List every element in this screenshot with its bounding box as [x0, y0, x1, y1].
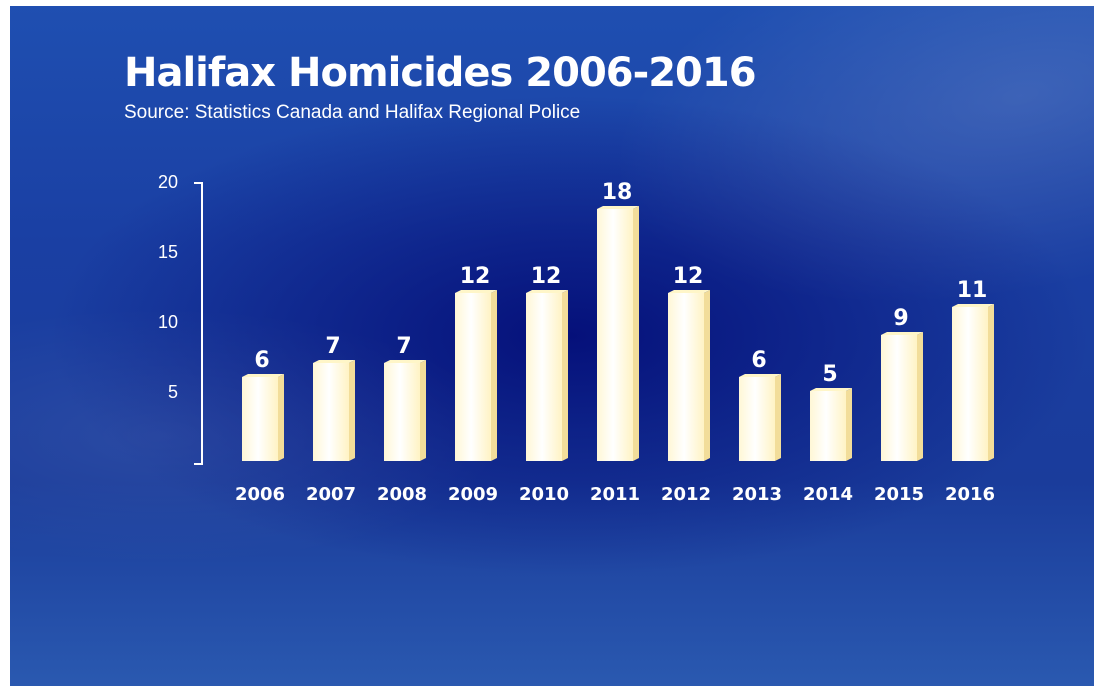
x-tick-label-2008: 2008 — [377, 484, 427, 505]
bar-side — [278, 374, 284, 461]
bar-side — [846, 388, 852, 461]
y-tick-label: 10 — [158, 312, 178, 332]
bar-2015 — [881, 332, 923, 461]
bar-top — [384, 360, 426, 363]
bar-2011 — [597, 206, 639, 461]
bar-front — [739, 377, 775, 461]
data-label-2014: 5 — [822, 362, 837, 387]
x-tick-label-2010: 2010 — [519, 484, 569, 505]
bar-front — [526, 293, 562, 461]
data-label-2006: 6 — [254, 348, 269, 373]
data-label-2008: 7 — [396, 334, 411, 359]
data-labels: 6 7 7 12 12 18 12 6 5 9 11 — [254, 180, 987, 387]
bar-front — [881, 335, 917, 461]
x-tick-label-2013: 2013 — [732, 484, 782, 505]
bar-top — [810, 388, 852, 391]
bar-top — [952, 304, 994, 307]
bar-top — [597, 206, 639, 209]
x-tick-label-2009: 2009 — [448, 484, 498, 505]
x-tick-label-2006: 2006 — [235, 484, 285, 505]
bar-2016 — [952, 304, 994, 461]
bar-front — [384, 363, 420, 461]
bar-2007 — [313, 360, 355, 461]
data-label-2009: 12 — [460, 264, 491, 289]
bar-top — [526, 290, 568, 293]
bar-side — [917, 332, 923, 461]
data-label-2011: 18 — [602, 180, 633, 205]
bar-2008 — [384, 360, 426, 461]
bar-2013 — [739, 374, 781, 461]
x-tick-label-2011: 2011 — [590, 484, 640, 505]
bar-2010 — [526, 290, 568, 461]
chart-subtitle: Source: Statistics Canada and Halifax Re… — [124, 102, 581, 123]
bar-front — [810, 391, 846, 461]
bar-2014 — [810, 388, 852, 461]
bar-side — [349, 360, 355, 461]
bar-front — [668, 293, 704, 461]
y-tick-label: 15 — [158, 242, 178, 262]
data-label-2010: 12 — [531, 264, 562, 289]
y-tick-labels: 5 10 15 20 — [158, 172, 178, 402]
data-label-2015: 9 — [893, 306, 908, 331]
bar-side — [562, 290, 568, 461]
bar-top — [455, 290, 497, 293]
bar-top — [313, 360, 355, 363]
bar-top — [881, 332, 923, 335]
x-tick-label-2014: 2014 — [803, 484, 853, 505]
bar-2009 — [455, 290, 497, 461]
bar-front — [952, 307, 988, 461]
bar-side — [491, 290, 497, 461]
y-tick-label: 20 — [158, 172, 178, 192]
y-tick-label: 5 — [168, 382, 178, 402]
data-label-2016: 11 — [957, 278, 988, 303]
x-tick-labels: 2006 2007 2008 2009 2010 2011 2012 2013 2014 2015… — [235, 484, 995, 505]
bar-front — [455, 293, 491, 461]
chart-title: Halifax Homicides 2006-2016 — [124, 50, 757, 96]
bar-2006 — [242, 374, 284, 461]
y-axis-bracket — [194, 182, 203, 465]
bar-top — [668, 290, 710, 293]
bar-front — [597, 209, 633, 461]
bar-side — [633, 206, 639, 461]
bar-side — [988, 304, 994, 461]
bar-side — [704, 290, 710, 461]
bar-side — [420, 360, 426, 461]
x-tick-label-2016: 2016 — [945, 484, 995, 505]
bars — [242, 206, 994, 461]
data-label-2012: 12 — [673, 264, 704, 289]
data-label-2007: 7 — [325, 334, 340, 359]
x-tick-label-2012: 2012 — [661, 484, 711, 505]
x-tick-label-2015: 2015 — [874, 484, 924, 505]
bar-top — [739, 374, 781, 377]
x-tick-label-2007: 2007 — [306, 484, 356, 505]
bar-top — [242, 374, 284, 377]
bar-front — [242, 377, 278, 461]
bar-2012 — [668, 290, 710, 461]
bar-side — [775, 374, 781, 461]
data-label-2013: 6 — [751, 348, 766, 373]
bar-front — [313, 363, 349, 461]
tv-graphic-screen: Halifax Homicides 2006-2016 Source: Stat… — [10, 6, 1094, 686]
